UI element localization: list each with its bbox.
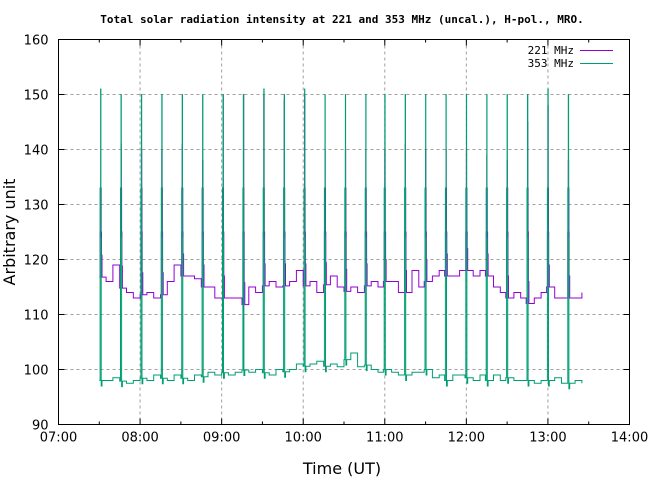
y-tick-label: 100: [24, 364, 49, 379]
x-tick-labels: 07:00 08:00 09:00 10:00 11:00 12:00 13:00 14:00: [40, 431, 648, 446]
y-axis-label: Arbitrary unit: [0, 179, 19, 286]
y-tick-label: 120: [24, 254, 49, 269]
y-tick-label: 130: [24, 199, 49, 214]
series-line-353-mhz: [99, 88, 583, 390]
legend-label-353: 353 MHz: [528, 57, 574, 70]
x-axis-label: Time (UT): [302, 459, 381, 478]
legend-label-221: 221 MHz: [528, 44, 574, 57]
x-tick-label: 07:00: [40, 431, 77, 446]
x-tick-label: 10:00: [284, 431, 321, 446]
y-tick-label: 160: [24, 34, 49, 49]
x-tick-label: 12:00: [448, 431, 485, 446]
x-tick-label: 14:00: [611, 431, 648, 446]
y-tick-label: 90: [32, 419, 49, 434]
y-tick-label: 150: [24, 89, 49, 104]
x-tick-label: 13:00: [529, 431, 566, 446]
x-tick-label: 11:00: [366, 431, 403, 446]
x-tick-label: 09:00: [203, 431, 240, 446]
ticks: [58, 39, 630, 425]
legend: 221 MHz 353 MHz: [528, 44, 613, 70]
chart-title: Total solar radiation intensity at 221 a…: [100, 13, 583, 26]
y-tick-label: 140: [24, 144, 49, 159]
series-lines: [99, 88, 583, 390]
y-tick-labels: 90 100 110 120 130 140 150 160: [24, 34, 49, 434]
x-tick-label: 08:00: [121, 431, 158, 446]
series-line-221-mhz: [99, 94, 583, 306]
y-tick-label: 110: [24, 309, 49, 324]
